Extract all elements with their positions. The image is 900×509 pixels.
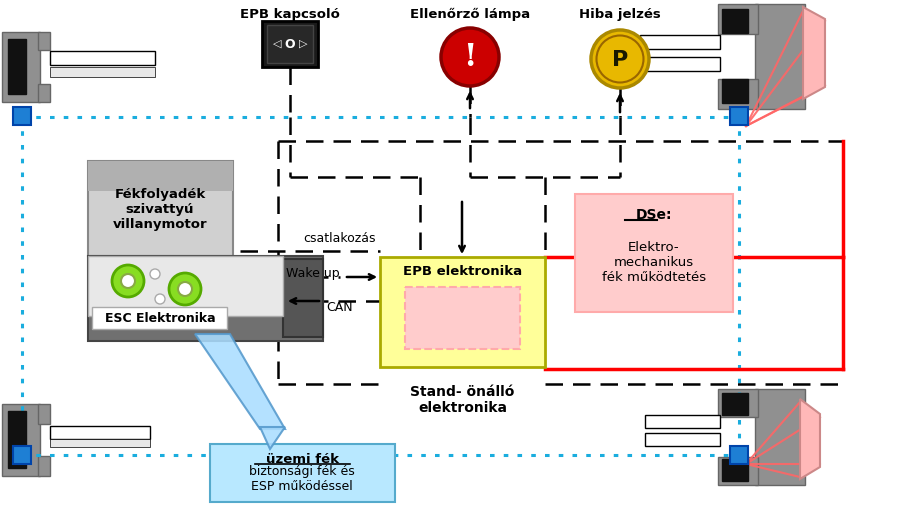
Polygon shape [800, 399, 820, 479]
Bar [38, 33, 50, 51]
Text: P: P [612, 50, 628, 70]
Circle shape [112, 266, 144, 297]
Circle shape [150, 269, 160, 279]
Bar [722, 459, 748, 481]
Bar [718, 389, 758, 417]
Bar [755, 389, 805, 485]
Bar [38, 456, 50, 476]
Bar [50, 439, 150, 447]
Bar [88, 257, 283, 317]
Circle shape [178, 282, 192, 296]
Polygon shape [195, 334, 285, 429]
Bar [645, 415, 720, 428]
Bar [2, 33, 40, 103]
Bar [13, 108, 31, 126]
Bar [283, 260, 323, 337]
Text: Elektro-
mechanikus
fék működtetés: Elektro- mechanikus fék működtetés [602, 241, 706, 284]
Ellipse shape [591, 31, 649, 89]
Ellipse shape [441, 29, 499, 87]
Bar [38, 85, 50, 103]
Bar [640, 36, 720, 50]
Bar [718, 457, 758, 485]
Bar [88, 162, 233, 191]
Text: ▷: ▷ [299, 39, 307, 49]
Bar [755, 5, 805, 110]
Bar [210, 444, 395, 502]
Bar [380, 258, 545, 367]
Text: O: O [284, 38, 295, 50]
Bar [640, 58, 720, 72]
Text: ◁: ◁ [273, 39, 281, 49]
Text: Fékfolyadék
szivattyú
villanymotor: Fékfolyadék szivattyú villanymotor [112, 188, 207, 231]
Bar [38, 404, 50, 424]
Text: csatlakozás: csatlakozás [304, 232, 376, 244]
Text: Wake up: Wake up [286, 267, 340, 280]
Polygon shape [803, 8, 825, 100]
Text: EPB kapcsoló: EPB kapcsoló [240, 8, 340, 21]
Bar [88, 162, 233, 257]
Text: !: ! [464, 42, 477, 73]
Bar [50, 426, 150, 439]
Bar [8, 40, 26, 95]
Text: Ellenőrző lámpa: Ellenőrző lámpa [410, 8, 530, 21]
Text: EPB elektronika: EPB elektronika [403, 265, 522, 278]
Circle shape [121, 274, 135, 289]
Bar [8, 411, 26, 468]
Bar [50, 68, 155, 78]
Bar [722, 80, 748, 104]
Bar [722, 393, 748, 415]
Text: DSe:: DSe: [635, 208, 672, 221]
Bar [722, 10, 748, 34]
Bar [718, 5, 758, 35]
Bar [2, 404, 40, 476]
Bar [267, 26, 313, 64]
Bar [88, 257, 323, 342]
Text: üzemi fék: üzemi fék [266, 453, 338, 466]
Text: Stand- önálló
elektronika: Stand- önálló elektronika [410, 384, 515, 414]
Bar [13, 446, 31, 464]
Text: biztonsági fék és
ESP működéssel: biztonsági fék és ESP működéssel [249, 464, 355, 492]
Bar [730, 108, 748, 126]
Bar [718, 80, 758, 110]
Circle shape [155, 294, 165, 304]
Bar [262, 22, 318, 68]
Polygon shape [260, 427, 285, 449]
Text: Hiba jelzés: Hiba jelzés [579, 8, 661, 21]
Bar [575, 194, 733, 313]
Bar [50, 52, 155, 66]
Bar [730, 446, 748, 464]
Circle shape [169, 273, 201, 305]
Bar [92, 307, 227, 329]
Text: ESC Elektronika: ESC Elektronika [104, 312, 215, 325]
Text: CAN: CAN [327, 301, 354, 314]
Bar [645, 433, 720, 446]
Bar [405, 288, 520, 349]
